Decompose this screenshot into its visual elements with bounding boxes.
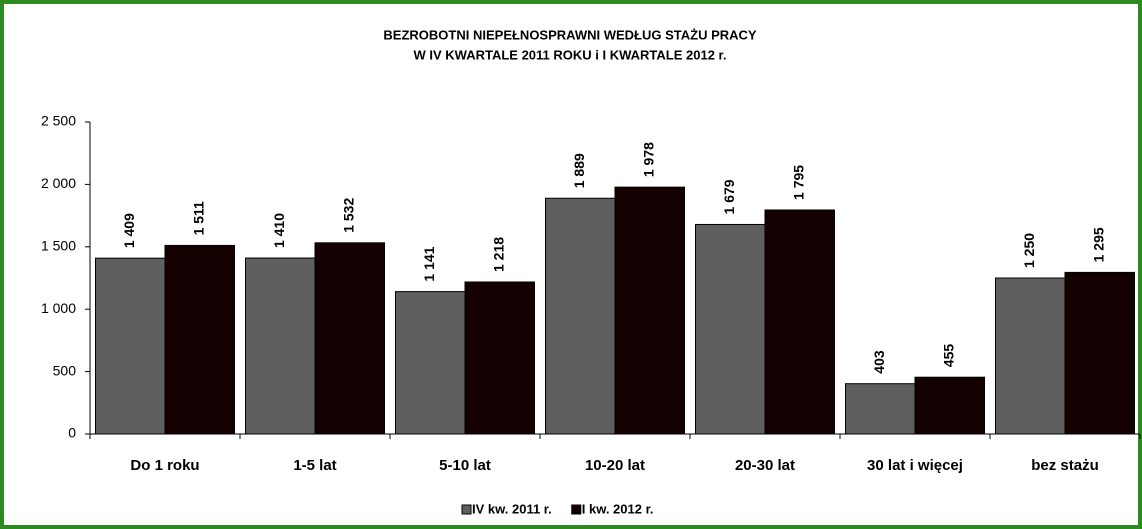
x-tick-label: 1-5 lat (293, 457, 336, 474)
bar (1064, 271, 1135, 435)
bar (764, 209, 835, 435)
bar (545, 197, 616, 435)
bar (845, 383, 916, 435)
x-tick-label: Do 1 roku (130, 457, 199, 474)
x-tick-label: 30 lat i więcej (867, 457, 963, 474)
value-label: 1 250 (1021, 233, 1037, 268)
value-label: 1 295 (1090, 227, 1106, 262)
bar (914, 376, 985, 435)
chart-subtitle: W IV KWARTALE 2011 ROKU i I KWARTALE 201… (413, 47, 726, 62)
value-label: 1 410 (271, 213, 287, 248)
value-label: 1 795 (790, 165, 806, 200)
bar (464, 281, 535, 435)
value-label: 455 (940, 344, 956, 368)
y-tick-label: 500 (53, 362, 77, 378)
y-tick-label: 1 500 (41, 238, 76, 254)
value-label: 1 409 (121, 213, 137, 248)
y-tick-label: 0 (68, 425, 76, 441)
y-tick-label: 2 500 (41, 113, 76, 129)
value-label: 1 679 (721, 179, 737, 214)
bar (614, 186, 685, 435)
x-tick-label: 10-20 lat (585, 457, 645, 474)
value-label: 403 (871, 350, 887, 374)
x-tick-label: 5-10 lat (439, 457, 491, 474)
bar (695, 223, 766, 435)
legend-label: I kw. 2012 r. (582, 501, 654, 516)
bar (164, 244, 235, 435)
value-label: 1 889 (571, 153, 587, 188)
y-tick-label: 2 000 (41, 175, 76, 191)
value-label: 1 218 (490, 237, 506, 272)
bar (245, 257, 316, 435)
legend-swatch (571, 504, 582, 515)
legend-label: IV kw. 2011 r. (472, 501, 552, 516)
bar (314, 242, 385, 435)
y-tick-label: 1 000 (41, 300, 76, 316)
value-label: 1 511 (190, 201, 206, 235)
legend-swatch (461, 504, 472, 515)
value-label: 1 141 (421, 246, 437, 281)
bar (995, 277, 1066, 435)
x-tick-label: 20-30 lat (735, 457, 795, 474)
x-tick-label: bez stażu (1031, 457, 1099, 474)
value-label: 1 532 (340, 198, 356, 233)
chart-title: BEZROBOTNI NIEPEŁNOSPRAWNI WEDŁUG STAŻU … (383, 27, 756, 42)
bar (395, 291, 466, 435)
value-label: 1 978 (640, 142, 656, 177)
bar (95, 257, 166, 435)
